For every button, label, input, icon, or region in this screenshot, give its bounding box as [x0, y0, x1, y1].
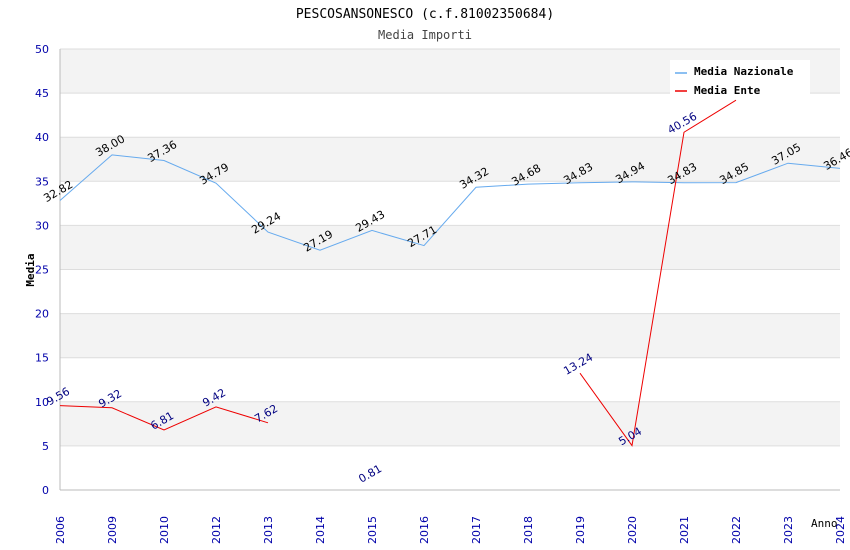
x-tick-label: 2021 [678, 516, 691, 544]
plot-band [60, 401, 840, 446]
x-tick-label: 2022 [730, 516, 743, 544]
x-tick-label: 2015 [366, 516, 379, 544]
x-tick-label: 2012 [210, 516, 223, 544]
legend-entry-nazionale: Media Nazionale [694, 65, 794, 78]
x-tick-label: 2006 [54, 516, 67, 544]
y-tick-labels: 0 5 10 15 20 25 30 35 40 45 50 [35, 43, 49, 497]
x-tick-label: 2023 [782, 516, 795, 544]
series-lines [59, 99, 841, 447]
y-tick-label: 45 [35, 87, 49, 100]
x-tick-label: 2019 [574, 516, 587, 544]
x-tick-label: 2013 [262, 516, 275, 544]
x-tick-label: 2009 [106, 516, 119, 544]
plot-bands [60, 49, 840, 490]
series-line-ente [579, 99, 737, 447]
x-axis-label: Anno [811, 517, 838, 530]
plot-band [60, 445, 840, 490]
x-tick-label: 2010 [158, 516, 171, 544]
y-tick-label: 40 [35, 131, 49, 144]
y-tick-label: 30 [35, 219, 49, 232]
y-tick-label: 10 [35, 396, 49, 409]
x-tick-labels: 2006 2009 2010 2012 2013 2014 2015 2016 2017 2018… [54, 516, 847, 544]
x-tick-label: 2017 [470, 516, 483, 544]
plot-band [60, 225, 840, 270]
legend-entry-ente: Media Ente [694, 84, 761, 97]
legend-box [670, 60, 810, 98]
series-line-ente [59, 405, 269, 431]
y-tick-label: 35 [35, 175, 49, 188]
legend: Media Nazionale Media Ente [670, 60, 810, 98]
chart-subtitle: Media Importi [378, 28, 472, 42]
y-tick-label: 25 [35, 264, 49, 277]
x-tick-label: 2016 [418, 516, 431, 544]
y-tick-label: 15 [35, 352, 49, 365]
x-tick-label: 2020 [626, 516, 639, 544]
x-tick-label: 2018 [522, 516, 535, 544]
y-tick-label: 50 [35, 43, 49, 56]
plot-band [60, 269, 840, 314]
series-line-nazionale [59, 154, 841, 251]
y-tick-label: 20 [35, 308, 49, 321]
plot-band [60, 137, 840, 182]
x-tick-label: 2014 [314, 516, 327, 544]
plot-band [60, 93, 840, 138]
y-tick-label: 5 [42, 440, 49, 453]
y-tick-label: 0 [42, 484, 49, 497]
y-axis-label: Media [24, 253, 37, 286]
plot-band [60, 181, 840, 226]
x-tick-label: 2024 [834, 516, 847, 544]
plot-band [60, 313, 840, 358]
plot-band [60, 357, 840, 402]
chart-title: PESCOSANSONESCO (c.f.81002350684) [296, 7, 554, 22]
